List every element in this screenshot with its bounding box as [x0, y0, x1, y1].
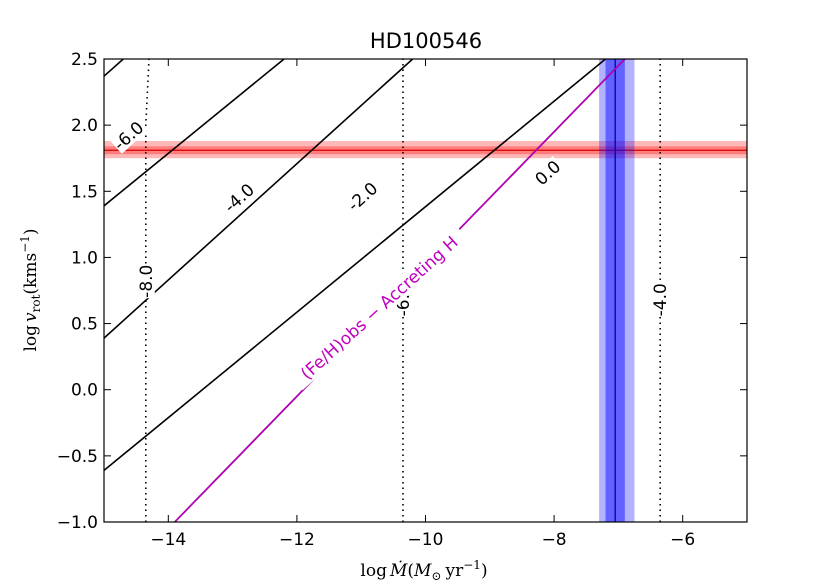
contour-label-dotted-3: -4.0 — [651, 283, 671, 316]
plot-area — [104, 59, 747, 522]
contour-label-solid-3-group: -2.0 — [343, 178, 382, 216]
y-tick-label: 2.0 — [71, 116, 98, 136]
x-tick-label: −6 — [670, 530, 695, 550]
solid-contour-3 — [104, 59, 414, 339]
y-axis-label: logvrot(kms−1) — [18, 228, 43, 351]
contour-label-solid-2-group: -4.0 — [220, 179, 259, 217]
x-tick-label: −14 — [150, 530, 186, 550]
solid-contour-4 — [104, 59, 607, 472]
contour-label-solid-3: -2.0 — [344, 179, 382, 216]
contour-label-solid-4-gap — [530, 156, 565, 190]
contour-labels: -6.0-4.0 -2.00.0-8.0-6.0 -4.0(Fe/H)obs − A… — [109, 117, 671, 391]
contour-label-dotted-1: -8.0 — [137, 265, 157, 298]
y-tick-label: −1.0 — [57, 513, 98, 533]
contour-label-solid-4: 0.0 — [532, 157, 565, 190]
contour-label-solid-2: -4.0 — [221, 180, 259, 217]
y-tick-label: 1.0 — [71, 248, 98, 268]
axes: −14 −12 −10 −8 −6 −1.0 −0.5 0.0 0.5 1.0 1.5 2.0 2.5 — [57, 50, 747, 550]
y-tick-label: −0.5 — [57, 447, 98, 467]
y-tick-label: 1.5 — [71, 182, 98, 202]
solid-contour-1 — [104, 59, 124, 77]
accreting-label-group: (Fe/H)obs − Accreting H — [289, 225, 470, 391]
mdot-band-outer — [599, 59, 635, 522]
x-axis-label: log Ṁ(M⊙ yr−1) — [360, 558, 487, 581]
dotted-contour-1 — [144, 59, 150, 522]
contour-label-dotted-1-group: -8.0 — [136, 264, 157, 299]
x-tick-label: −12 — [279, 530, 315, 550]
y-tick-label: 2.5 — [71, 50, 98, 70]
contour-label-dotted-3-gap — [651, 282, 670, 317]
contour-label-solid-2-gap — [220, 179, 258, 216]
contour-label-solid-3-gap — [343, 178, 382, 215]
contour-label-solid-1-gap — [109, 117, 148, 154]
contour-label-solid-4-group: 0.0 — [530, 156, 565, 190]
contour-label-dotted-3-group: -4.0 — [651, 282, 671, 317]
chart-title: HD100546 — [370, 29, 482, 53]
accreting-label-gap — [289, 225, 470, 391]
x-tick-label: −8 — [542, 530, 567, 550]
x-tick-label: −10 — [408, 530, 444, 550]
solid-contour-2 — [104, 59, 285, 207]
vrot-band-outer — [104, 141, 747, 159]
accreting-label: (Fe/H)obs − Accreting H — [297, 233, 462, 385]
y-tick-label: 0.5 — [71, 315, 98, 335]
contour-label-dotted-1-gap — [136, 264, 155, 299]
y-tick-label: 0.0 — [71, 381, 98, 401]
